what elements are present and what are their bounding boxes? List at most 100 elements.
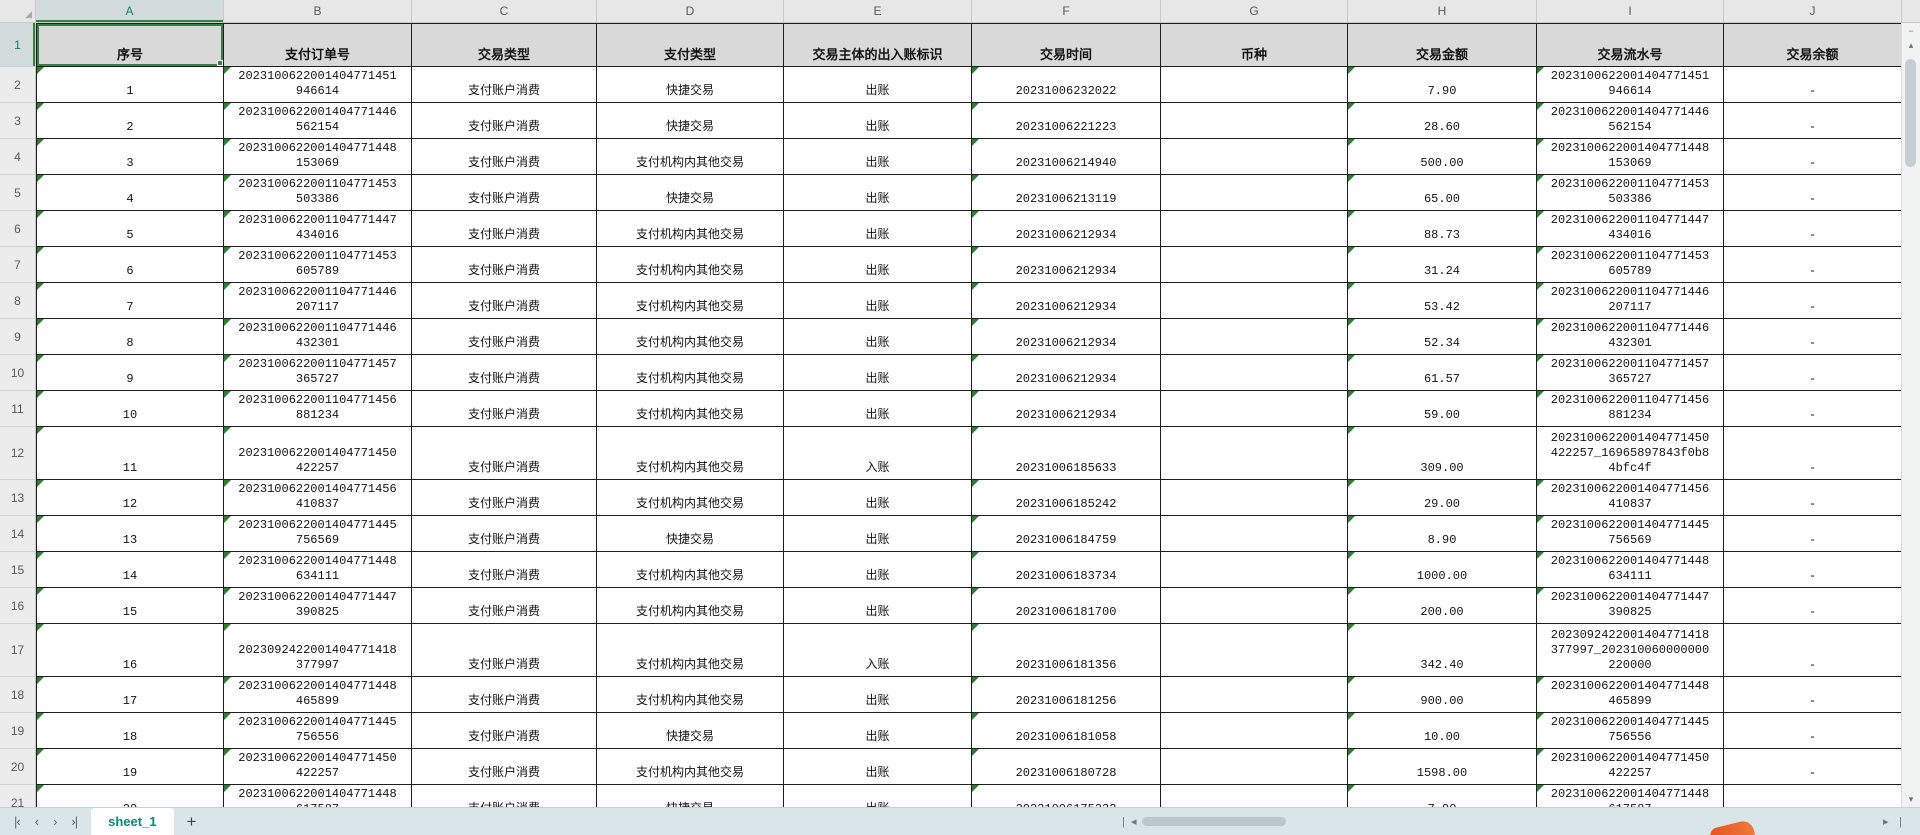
cell-I21[interactable]: 2023100622001404771448617587 (1537, 785, 1724, 808)
column-header-F[interactable]: F (972, 0, 1161, 23)
cell-E19[interactable]: 出账 (784, 713, 972, 749)
cell-A20[interactable]: 19 (36, 749, 224, 785)
column-header-E[interactable]: E (784, 0, 972, 23)
row-header-16[interactable]: 16 (0, 588, 36, 624)
cell-J19[interactable]: - (1724, 713, 1902, 749)
cell-D9[interactable]: 支付机构内其他交易 (597, 319, 784, 355)
scrollbar-collapse-icon[interactable]: − (1908, 25, 1914, 36)
column-header-D[interactable]: D (597, 0, 784, 23)
cell-I12[interactable]: 2023100622001404771450 422257_16965897843… (1537, 427, 1724, 480)
cell-B6[interactable]: 2023100622001104771447 434016 (224, 211, 412, 247)
cell-H16[interactable]: 200.00 (1348, 588, 1537, 624)
cell-E12[interactable]: 入账 (784, 427, 972, 480)
cell-A8[interactable]: 7 (36, 283, 224, 319)
row-header-5[interactable]: 5 (0, 175, 36, 211)
cell-B4[interactable]: 2023100622001404771448 153069 (224, 139, 412, 175)
cell-D17[interactable]: 支付机构内其他交易 (597, 624, 784, 677)
row-header-21[interactable]: 21 (0, 785, 36, 808)
cell-A9[interactable]: 8 (36, 319, 224, 355)
cell-G10[interactable] (1161, 355, 1348, 391)
cell-E2[interactable]: 出账 (784, 67, 972, 103)
cell-D5[interactable]: 快捷交易 (597, 175, 784, 211)
cell-I6[interactable]: 2023100622001104771447 434016 (1537, 211, 1724, 247)
cell-I19[interactable]: 2023100622001404771445 756556 (1537, 713, 1724, 749)
cell-E11[interactable]: 出账 (784, 391, 972, 427)
column-header-A[interactable]: A (36, 0, 224, 23)
cell-J12[interactable]: - (1724, 427, 1902, 480)
cell-H20[interactable]: 1598.00 (1348, 749, 1537, 785)
cell-F1[interactable]: 交易时间 (972, 23, 1161, 67)
cell-H3[interactable]: 28.60 (1348, 103, 1537, 139)
cell-I16[interactable]: 2023100622001404771447 390825 (1537, 588, 1724, 624)
cell-A12[interactable]: 11 (36, 427, 224, 480)
cell-A3[interactable]: 2 (36, 103, 224, 139)
row-header-18[interactable]: 18 (0, 677, 36, 713)
cell-D20[interactable]: 支付机构内其他交易 (597, 749, 784, 785)
cell-J13[interactable]: - (1724, 480, 1902, 516)
cell-H21[interactable]: 7.90 (1348, 785, 1537, 808)
cell-F11[interactable]: 20231006212934 (972, 391, 1161, 427)
cell-A5[interactable]: 4 (36, 175, 224, 211)
cell-I9[interactable]: 2023100622001104771446 432301 (1537, 319, 1724, 355)
cell-G3[interactable] (1161, 103, 1348, 139)
cell-A16[interactable]: 15 (36, 588, 224, 624)
cell-J1[interactable]: 交易余额 (1724, 23, 1902, 67)
row-header-8[interactable]: 8 (0, 283, 36, 319)
cell-C15[interactable]: 支付账户消费 (412, 552, 597, 588)
cell-E6[interactable]: 出账 (784, 211, 972, 247)
cell-I20[interactable]: 2023100622001404771450 422257 (1537, 749, 1724, 785)
cell-C16[interactable]: 支付账户消费 (412, 588, 597, 624)
cell-B7[interactable]: 2023100622001104771453 605789 (224, 247, 412, 283)
cell-F19[interactable]: 20231006181058 (972, 713, 1161, 749)
cell-D18[interactable]: 支付机构内其他交易 (597, 677, 784, 713)
row-header-12[interactable]: 12 (0, 427, 36, 480)
cell-G21[interactable] (1161, 785, 1348, 808)
cell-B5[interactable]: 2023100622001104771453 503386 (224, 175, 412, 211)
cell-A13[interactable]: 12 (36, 480, 224, 516)
cell-C19[interactable]: 支付账户消费 (412, 713, 597, 749)
cell-H11[interactable]: 59.00 (1348, 391, 1537, 427)
cell-E3[interactable]: 出账 (784, 103, 972, 139)
cell-H9[interactable]: 52.34 (1348, 319, 1537, 355)
cell-D11[interactable]: 支付机构内其他交易 (597, 391, 784, 427)
cell-I2[interactable]: 2023100622001404771451 946614 (1537, 67, 1724, 103)
cell-C14[interactable]: 支付账户消费 (412, 516, 597, 552)
vertical-scroll-thumb[interactable] (1905, 59, 1916, 167)
cell-B19[interactable]: 2023100622001404771445 756556 (224, 713, 412, 749)
cell-A7[interactable]: 6 (36, 247, 224, 283)
cell-A17[interactable]: 16 (36, 624, 224, 677)
cell-E21[interactable]: 出账 (784, 785, 972, 808)
row-header-20[interactable]: 20 (0, 749, 36, 785)
cell-F10[interactable]: 20231006212934 (972, 355, 1161, 391)
cell-B3[interactable]: 2023100622001404771446 562154 (224, 103, 412, 139)
cell-E1[interactable]: 交易主体的出入账标识 (784, 23, 972, 67)
cell-A14[interactable]: 13 (36, 516, 224, 552)
cell-G2[interactable] (1161, 67, 1348, 103)
cell-B2[interactable]: 2023100622001404771451 946614 (224, 67, 412, 103)
cell-G4[interactable] (1161, 139, 1348, 175)
cell-E18[interactable]: 出账 (784, 677, 972, 713)
cell-G9[interactable] (1161, 319, 1348, 355)
cell-H13[interactable]: 29.00 (1348, 480, 1537, 516)
cell-J21[interactable]: - (1724, 785, 1902, 808)
row-header-11[interactable]: 11 (0, 391, 36, 427)
cell-D6[interactable]: 支付机构内其他交易 (597, 211, 784, 247)
cell-C13[interactable]: 支付账户消费 (412, 480, 597, 516)
row-header-17[interactable]: 17 (0, 624, 36, 677)
cell-I8[interactable]: 2023100622001104771446 207117 (1537, 283, 1724, 319)
cell-G19[interactable] (1161, 713, 1348, 749)
cell-G12[interactable] (1161, 427, 1348, 480)
cell-E15[interactable]: 出账 (784, 552, 972, 588)
prev-sheet-icon[interactable]: ‹ (34, 814, 39, 829)
cell-C10[interactable]: 支付账户消费 (412, 355, 597, 391)
cell-I17[interactable]: 2023092422001404771418 377997_20231006000… (1537, 624, 1724, 677)
row-header-4[interactable]: 4 (0, 139, 36, 175)
cell-E10[interactable]: 出账 (784, 355, 972, 391)
cell-D3[interactable]: 快捷交易 (597, 103, 784, 139)
cell-G15[interactable] (1161, 552, 1348, 588)
cell-H19[interactable]: 10.00 (1348, 713, 1537, 749)
cell-B10[interactable]: 2023100622001104771457 365727 (224, 355, 412, 391)
cell-F13[interactable]: 20231006185242 (972, 480, 1161, 516)
horizontal-scroll-thumb[interactable] (1142, 817, 1286, 826)
cell-H12[interactable]: 309.00 (1348, 427, 1537, 480)
